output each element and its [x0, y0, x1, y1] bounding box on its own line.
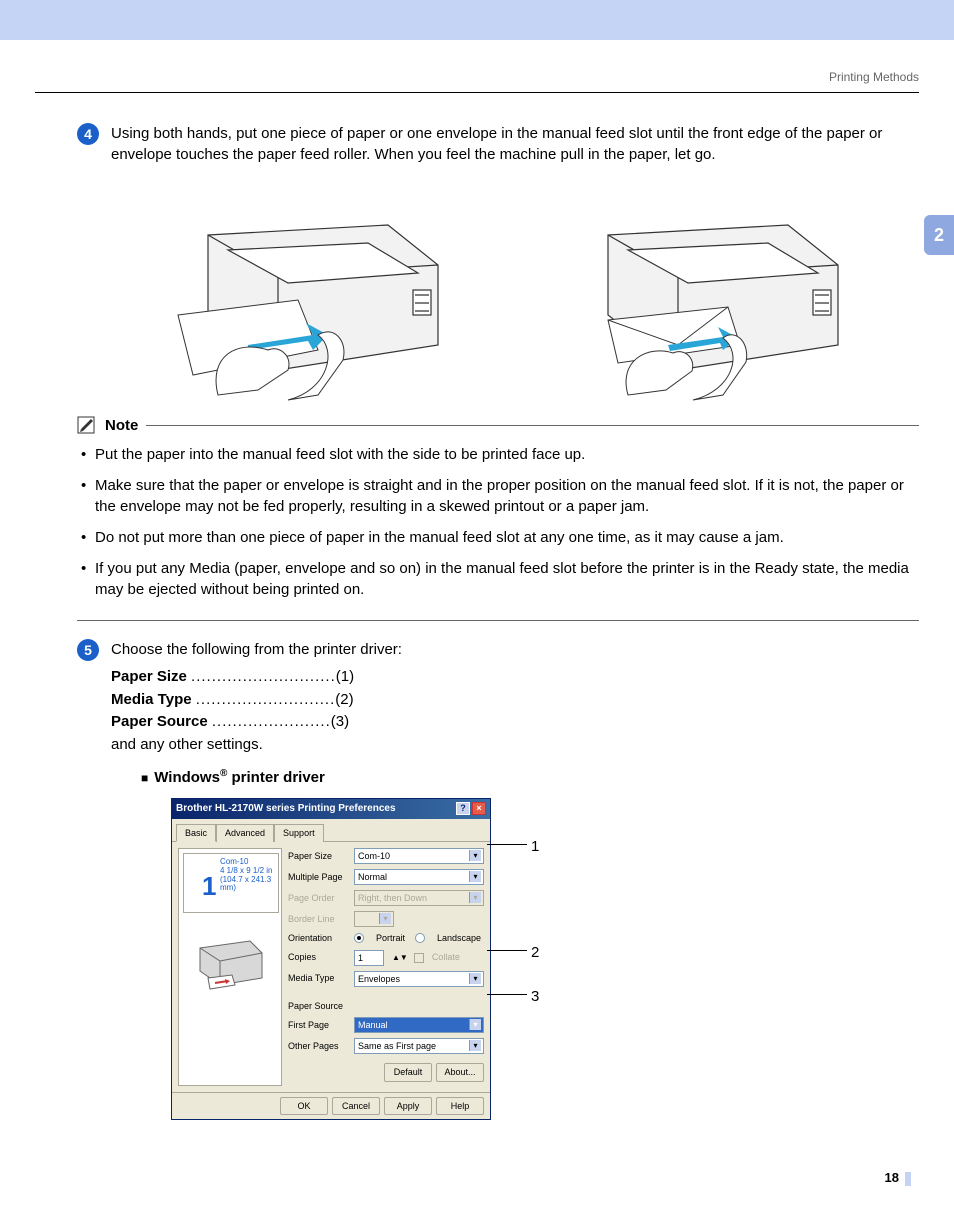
paper-size-mm: (104.7 x 241.3 mm)	[220, 876, 278, 894]
copies-spinner[interactable]: 1	[354, 950, 384, 966]
windows-driver-subhead: ■Windows® printer driver	[141, 767, 919, 788]
note-list: Put the paper into the manual feed slot …	[77, 436, 919, 600]
default-button[interactable]: Default	[384, 1063, 432, 1082]
cancel-button[interactable]: Cancel	[332, 1097, 380, 1116]
note-header: Note	[77, 414, 146, 436]
collate-checkbox	[414, 953, 424, 963]
about-button[interactable]: About...	[436, 1063, 484, 1082]
portrait-label: Portrait	[376, 932, 405, 945]
driver-line: Paper Size ............................(…	[111, 666, 919, 689]
media-type-combo[interactable]: Envelopes	[354, 971, 484, 987]
page-order-label: Page Order	[288, 892, 348, 905]
landscape-label: Landscape	[437, 932, 481, 945]
callout-3: 3	[531, 986, 539, 1007]
dialog-title: Brother HL-2170W series Printing Prefere…	[176, 802, 396, 816]
paper-size-combo[interactable]: Com-10	[354, 848, 484, 864]
step-4-row: 4 Using both hands, put one piece of pap…	[35, 123, 919, 165]
help-button[interactable]: Help	[436, 1097, 484, 1116]
other-pages-label: Other Pages	[288, 1040, 348, 1053]
page-order-combo: Right, then Down	[354, 890, 484, 906]
dialog-bottom-buttons: OK Cancel Apply Help	[172, 1092, 490, 1120]
radio-landscape[interactable]	[415, 933, 425, 943]
close-icon[interactable]: ×	[472, 802, 486, 815]
step-5-outro: and any other settings.	[111, 734, 919, 755]
first-page-combo[interactable]: Manual	[354, 1017, 484, 1033]
printer-preview-icon	[190, 933, 270, 993]
dialog-area: Brother HL-2170W series Printing Prefere…	[171, 798, 671, 1121]
orientation-label: Orientation	[288, 932, 348, 945]
printer-illustration-envelope	[518, 195, 878, 405]
note-block: Note Put the paper into the manual feed …	[77, 425, 919, 621]
paper-size-label: Paper Size	[288, 850, 348, 863]
step-5-marker: 5	[77, 639, 99, 661]
note-heading-text: Note	[105, 417, 138, 434]
note-item: Do not put more than one piece of paper …	[77, 527, 919, 548]
section-header: Printing Methods	[35, 40, 919, 92]
header-rule	[35, 92, 919, 93]
tab-support[interactable]: Support	[274, 824, 324, 843]
multiple-page-combo[interactable]: Normal	[354, 869, 484, 885]
pencil-note-icon	[77, 414, 99, 436]
form-panel: Paper Size Com-10 Multiple Page Normal P…	[288, 848, 484, 1086]
help-icon[interactable]: ?	[456, 802, 470, 815]
radio-portrait[interactable]	[354, 933, 364, 943]
callout-line-1	[487, 844, 527, 845]
printing-preferences-dialog: Brother HL-2170W series Printing Prefere…	[171, 798, 491, 1121]
collate-label: Collate	[432, 951, 460, 964]
note-item: Put the paper into the manual feed slot …	[77, 444, 919, 465]
step-4-text: Using both hands, put one piece of paper…	[111, 123, 919, 165]
paper-source-label: Paper Source	[288, 1000, 343, 1013]
multiple-page-label: Multiple Page	[288, 871, 348, 884]
dialog-titlebar: Brother HL-2170W series Printing Prefere…	[172, 799, 490, 819]
dialog-tabs: Basic Advanced Support	[172, 819, 490, 843]
preview-panel: 1 Com-10 4 1/8 x 9 1/2 in (104.7 x 241.3…	[178, 848, 282, 1086]
first-page-label: First Page	[288, 1019, 348, 1032]
tab-basic[interactable]: Basic	[176, 824, 216, 843]
callout-2: 2	[531, 942, 539, 963]
driver-line: Media Type ...........................(2…	[111, 689, 919, 712]
paper-preview: 1 Com-10 4 1/8 x 9 1/2 in (104.7 x 241.3…	[183, 853, 279, 913]
step-5-row: 5 Choose the following from the printer …	[35, 639, 919, 1120]
step-4-marker: 4	[77, 123, 99, 145]
note-item: If you put any Media (paper, envelope an…	[77, 558, 919, 600]
printer-illustration-paper	[118, 195, 478, 405]
step-5-intro: Choose the following from the printer dr…	[111, 639, 919, 660]
copies-label: Copies	[288, 951, 348, 964]
note-item: Make sure that the paper or envelope is …	[77, 475, 919, 517]
media-type-label: Media Type	[288, 972, 348, 985]
illustration-row	[35, 195, 919, 405]
apply-button[interactable]: Apply	[384, 1097, 432, 1116]
other-pages-combo[interactable]: Same as First page	[354, 1038, 484, 1054]
step-5-content: Choose the following from the printer dr…	[111, 639, 919, 1120]
callout-line-2	[487, 950, 527, 951]
page-number: 18	[35, 1120, 919, 1186]
border-line-label: Border Line	[288, 913, 348, 926]
tab-advanced[interactable]: Advanced	[216, 824, 274, 843]
callout-1: 1	[531, 836, 539, 857]
callout-line-3	[487, 994, 527, 995]
top-accent-bar	[0, 0, 954, 40]
driver-line: Paper Source .......................(3)	[111, 711, 919, 734]
border-line-combo	[354, 911, 394, 927]
ok-button[interactable]: OK	[280, 1097, 328, 1116]
